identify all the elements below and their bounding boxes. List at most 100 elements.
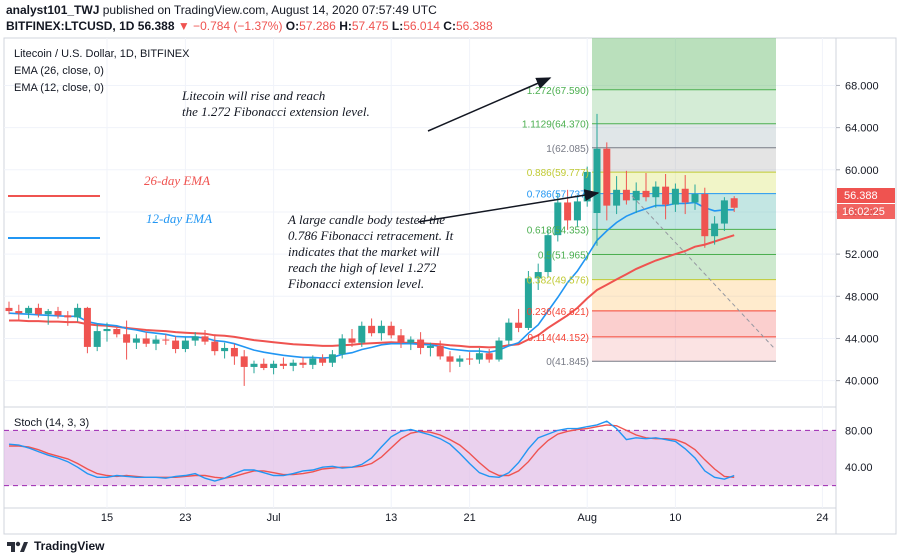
fib-level-label: 0(41.845) bbox=[546, 357, 589, 368]
candle-body bbox=[583, 171, 591, 202]
candle-body bbox=[250, 363, 258, 367]
note2-line4: reach the high of level 1.272 bbox=[288, 260, 437, 275]
candle-body bbox=[338, 338, 346, 355]
stoch-tick-label: 80.00 bbox=[845, 425, 873, 437]
fib-level-label: 0.618(54.353) bbox=[527, 225, 589, 236]
chart-frame bbox=[3, 37, 897, 535]
high-label: H: bbox=[339, 19, 352, 33]
candle-body bbox=[730, 198, 738, 208]
fib-zone-band bbox=[592, 336, 776, 362]
ema12-legend[interactable]: EMA (12, close, 0) bbox=[14, 82, 104, 94]
price-tick-label: 64.000 bbox=[845, 123, 879, 135]
candle-body bbox=[593, 148, 601, 214]
fib-level-label: 0.5(51.965) bbox=[538, 250, 589, 261]
note2-line1: A large candle body tested the bbox=[287, 212, 445, 227]
tradingview-logo-icon bbox=[7, 541, 28, 552]
candle-body bbox=[132, 338, 140, 343]
candle-body bbox=[446, 356, 454, 362]
fib-zone-band bbox=[592, 123, 776, 148]
fib-level-label: 0.886(59.777) bbox=[527, 168, 589, 179]
note1-line2: the 1.272 Fibonacci extension level. bbox=[182, 104, 370, 119]
fib-level-label: 0.236(46.621) bbox=[527, 307, 589, 318]
candle-body bbox=[515, 322, 523, 328]
fibonacci-extension[interactable] bbox=[592, 38, 776, 362]
countdown-tag bbox=[837, 204, 895, 219]
fib-zone-band bbox=[592, 229, 776, 255]
candle-body bbox=[368, 325, 376, 334]
stoch-tick-label: 40.00 bbox=[845, 462, 873, 474]
price-tick-label: 40.000 bbox=[845, 376, 879, 388]
time-tick-label: 21 bbox=[463, 512, 475, 524]
time-axis[interactable]: 15 23 Jul 13 21 Aug 10 24 bbox=[101, 512, 829, 524]
candle-body bbox=[319, 358, 327, 363]
candlestick-series bbox=[5, 113, 738, 386]
candle-body bbox=[44, 311, 52, 315]
footer-brand[interactable]: TradingView bbox=[6, 536, 104, 556]
last-price: 56.388 bbox=[137, 19, 175, 33]
price-axis[interactable]: 68.00064.00060.00056.00052.00048.00044.0… bbox=[836, 80, 879, 388]
time-tick-label: Aug bbox=[577, 512, 597, 524]
candle-body bbox=[299, 362, 307, 365]
candle-body bbox=[456, 358, 464, 362]
time-tick-label: 10 bbox=[669, 512, 681, 524]
author-name[interactable]: analyst101_TWJ bbox=[6, 3, 100, 17]
candle-body bbox=[172, 340, 180, 350]
time-tick-label: 23 bbox=[179, 512, 191, 524]
candle-body bbox=[544, 235, 552, 273]
stoch-axis[interactable]: 80.00 40.00 bbox=[845, 425, 873, 474]
candle-body bbox=[113, 328, 121, 335]
candle-body bbox=[181, 340, 189, 350]
chart-title: Litecoin / U.S. Dollar, 1D, BITFINEX bbox=[14, 48, 190, 60]
time-tick-label: Jul bbox=[267, 512, 281, 524]
published-text: published on TradingView.com, August 14,… bbox=[102, 3, 437, 17]
candle-body bbox=[270, 363, 278, 368]
stoch-legend[interactable]: Stoch (14, 3, 3) bbox=[14, 417, 89, 429]
candle-body bbox=[64, 315, 72, 318]
close-label: C: bbox=[443, 19, 456, 33]
fib-level-label: 1(62.085) bbox=[546, 144, 589, 155]
candle-body bbox=[573, 201, 581, 221]
fib-level-label: 0.382(49.576) bbox=[527, 276, 589, 287]
stoch-band bbox=[4, 429, 836, 487]
candle-body bbox=[328, 354, 336, 363]
open-value: 57.286 bbox=[299, 19, 336, 33]
candle-body bbox=[632, 190, 640, 201]
fib-zone-band bbox=[592, 279, 776, 311]
fibonacci-labels: 1.272(67.590) 1.1129(64.370) 1(62.085) 0.88… bbox=[522, 86, 589, 368]
stoch-overbought-oversold-band bbox=[4, 430, 836, 486]
note1-line1: Litecoin will rise and reach bbox=[181, 88, 325, 103]
price-tick-label: 44.000 bbox=[845, 333, 879, 345]
close-value: 56.388 bbox=[455, 19, 493, 33]
candle-body bbox=[358, 325, 366, 343]
ema12-path bbox=[8, 201, 735, 359]
candle-body bbox=[191, 336, 199, 341]
candle-body bbox=[652, 186, 660, 198]
time-tick-label: 24 bbox=[816, 512, 828, 524]
candle-body bbox=[240, 356, 248, 367]
candle-body bbox=[613, 189, 621, 206]
ema12-label: 12-day EMA bbox=[146, 211, 212, 226]
candle-body bbox=[485, 353, 493, 360]
ema26-label: 26-day EMA bbox=[144, 173, 210, 188]
candle-body bbox=[377, 325, 385, 334]
candle-body bbox=[642, 190, 650, 198]
candle-body bbox=[230, 347, 238, 357]
candle-body bbox=[564, 202, 572, 221]
candle-body bbox=[387, 325, 395, 336]
symbol-label: BITFINEX:LTCUSD, 1D bbox=[6, 19, 135, 33]
candle-body bbox=[524, 278, 532, 328]
candle-body bbox=[534, 272, 542, 279]
price-tick-label: 48.000 bbox=[845, 291, 879, 303]
stoch-lines bbox=[8, 420, 735, 482]
fib-level-label: 0.114(44.152) bbox=[527, 333, 589, 344]
candle-body bbox=[309, 358, 317, 365]
open-label: O: bbox=[285, 19, 300, 33]
ema26-legend[interactable]: EMA (26, close, 0) bbox=[14, 65, 104, 77]
candle-body bbox=[34, 307, 42, 315]
candle-body bbox=[475, 353, 483, 360]
note1-arrow bbox=[427, 77, 552, 132]
last-price-tag-text: 56.388 bbox=[844, 190, 878, 202]
candle-body bbox=[426, 345, 434, 348]
candle-body bbox=[505, 322, 513, 341]
